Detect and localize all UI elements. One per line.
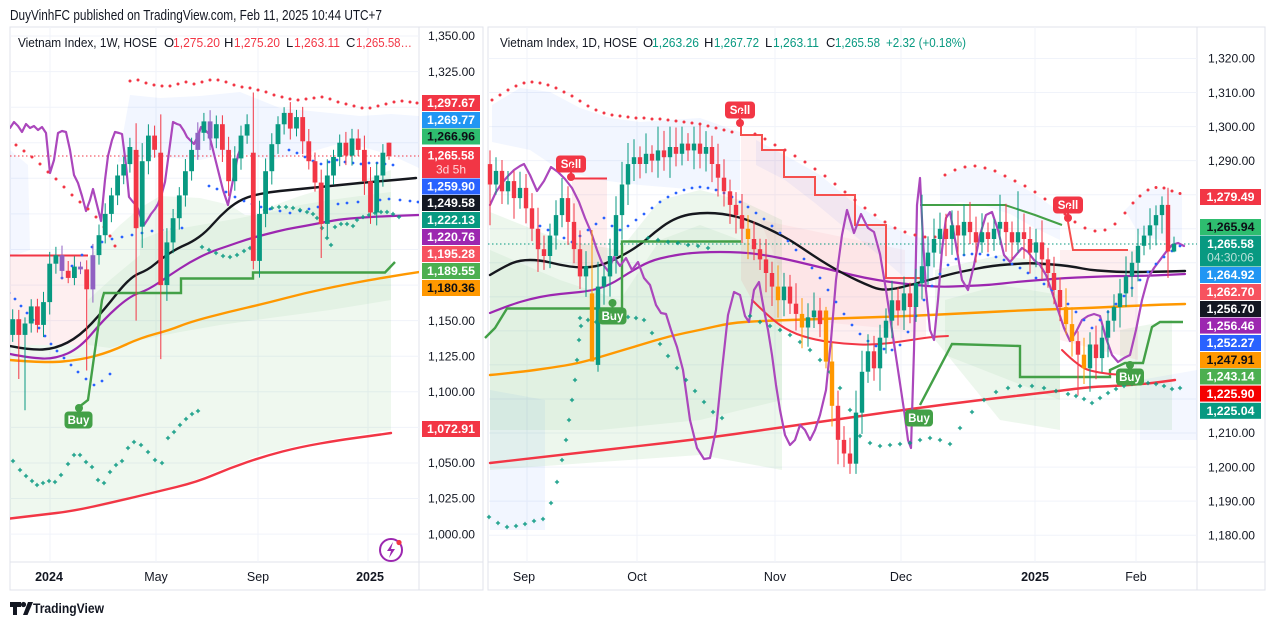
svg-text:Sep: Sep bbox=[247, 570, 269, 584]
svg-text:2025: 2025 bbox=[356, 570, 384, 584]
svg-text:1,275.20: 1,275.20 bbox=[173, 35, 220, 50]
svg-text:1,195.28: 1,195.28 bbox=[427, 247, 475, 261]
svg-text:1,225.90: 1,225.90 bbox=[1207, 387, 1255, 401]
svg-text:1,072.91: 1,072.91 bbox=[427, 422, 475, 436]
svg-text:1,310.00: 1,310.00 bbox=[1208, 86, 1255, 100]
svg-text:C: C bbox=[346, 35, 355, 50]
svg-text:Buy: Buy bbox=[908, 413, 930, 425]
svg-text:Vietnam Index, 1W, HOSE: Vietnam Index, 1W, HOSE bbox=[18, 35, 157, 50]
svg-text:1,297.67: 1,297.67 bbox=[427, 96, 475, 110]
svg-text:Buy: Buy bbox=[68, 415, 90, 427]
svg-text:1,266.96: 1,266.96 bbox=[427, 130, 475, 144]
svg-text:1,247.91: 1,247.91 bbox=[1207, 353, 1255, 367]
svg-text:DuyVinhFC published on Trading: DuyVinhFC published on TradingView.com, … bbox=[10, 8, 382, 24]
svg-text:1,256.70: 1,256.70 bbox=[1207, 302, 1255, 316]
svg-text:1,264.92: 1,264.92 bbox=[1207, 268, 1255, 282]
svg-text:Dec: Dec bbox=[890, 570, 912, 584]
svg-text:1,100.00: 1,100.00 bbox=[428, 385, 475, 399]
svg-text:L: L bbox=[286, 35, 293, 50]
svg-text:Sep: Sep bbox=[513, 570, 535, 584]
svg-text:Oct: Oct bbox=[627, 570, 647, 584]
svg-text:1,265.94: 1,265.94 bbox=[1207, 220, 1255, 234]
svg-text:1,189.55: 1,189.55 bbox=[427, 264, 475, 278]
svg-text:1,180.00: 1,180.00 bbox=[1208, 528, 1255, 542]
svg-text:1,320.00: 1,320.00 bbox=[1208, 52, 1255, 66]
svg-text:TradingView: TradingView bbox=[33, 600, 104, 616]
svg-text:3d 5h: 3d 5h bbox=[436, 163, 466, 177]
svg-text:1,263.11: 1,263.11 bbox=[294, 35, 340, 50]
svg-text:1,243.14: 1,243.14 bbox=[1207, 370, 1255, 384]
svg-text:1,125.00: 1,125.00 bbox=[428, 349, 475, 363]
svg-text:H: H bbox=[224, 35, 233, 50]
svg-text:1,300.00: 1,300.00 bbox=[1208, 120, 1255, 134]
svg-text:1,325.00: 1,325.00 bbox=[428, 65, 475, 79]
svg-text:O: O bbox=[643, 35, 653, 50]
svg-text:H: H bbox=[704, 35, 713, 50]
svg-text:1,263.11: 1,263.11 bbox=[773, 35, 819, 50]
svg-text:1,350.00: 1,350.00 bbox=[428, 29, 475, 43]
svg-text:1,279.49: 1,279.49 bbox=[1207, 190, 1255, 204]
svg-text:1,249.58: 1,249.58 bbox=[427, 196, 475, 210]
svg-text:O: O bbox=[164, 35, 174, 50]
svg-text:Vietnam Index, 1D, HOSE: Vietnam Index, 1D, HOSE bbox=[500, 35, 637, 50]
svg-text:1,210.00: 1,210.00 bbox=[1208, 426, 1255, 440]
svg-text:1,225.04: 1,225.04 bbox=[1207, 404, 1255, 418]
svg-text:1,180.36: 1,180.36 bbox=[427, 281, 475, 295]
svg-text:1,220.76: 1,220.76 bbox=[427, 230, 475, 244]
svg-text:C: C bbox=[826, 35, 835, 50]
svg-text:Buy: Buy bbox=[1119, 372, 1141, 384]
svg-text:L: L bbox=[765, 35, 772, 50]
svg-text:1,190.00: 1,190.00 bbox=[1208, 494, 1255, 508]
svg-text:1,290.00: 1,290.00 bbox=[1208, 154, 1255, 168]
svg-text:04:30:06: 04:30:06 bbox=[1207, 251, 1254, 265]
svg-text:1,150.00: 1,150.00 bbox=[428, 314, 475, 328]
svg-text:1,269.77: 1,269.77 bbox=[427, 113, 475, 127]
svg-text:1,265.58: 1,265.58 bbox=[428, 149, 475, 163]
svg-text:+2.32 (+0.18%): +2.32 (+0.18%) bbox=[886, 35, 966, 50]
svg-text:1,222.13: 1,222.13 bbox=[427, 213, 475, 227]
svg-text:1,000.00: 1,000.00 bbox=[428, 527, 475, 541]
svg-text:May: May bbox=[144, 570, 168, 584]
svg-text:2024: 2024 bbox=[35, 570, 63, 584]
svg-text:Buy: Buy bbox=[602, 311, 624, 323]
svg-text:1,265.58: 1,265.58 bbox=[1207, 237, 1254, 251]
svg-text:1,200.00: 1,200.00 bbox=[1208, 460, 1255, 474]
svg-text:1,025.00: 1,025.00 bbox=[428, 492, 475, 506]
svg-text:1,265.58…: 1,265.58… bbox=[356, 35, 412, 50]
svg-text:1,259.90: 1,259.90 bbox=[427, 180, 475, 194]
svg-text:1,263.26: 1,263.26 bbox=[652, 35, 699, 50]
svg-text:Feb: Feb bbox=[1125, 570, 1147, 584]
svg-text:1,275.20: 1,275.20 bbox=[234, 35, 280, 50]
svg-text:1,256.46: 1,256.46 bbox=[1207, 319, 1255, 333]
svg-text:1,262.70: 1,262.70 bbox=[1207, 285, 1255, 299]
svg-text:1,267.72: 1,267.72 bbox=[714, 35, 759, 50]
svg-text:Nov: Nov bbox=[764, 570, 787, 584]
svg-text:1,265.58: 1,265.58 bbox=[835, 35, 880, 50]
svg-text:1,252.27: 1,252.27 bbox=[1207, 336, 1255, 350]
svg-text:2025: 2025 bbox=[1021, 570, 1049, 584]
svg-text:1,050.00: 1,050.00 bbox=[428, 456, 475, 470]
